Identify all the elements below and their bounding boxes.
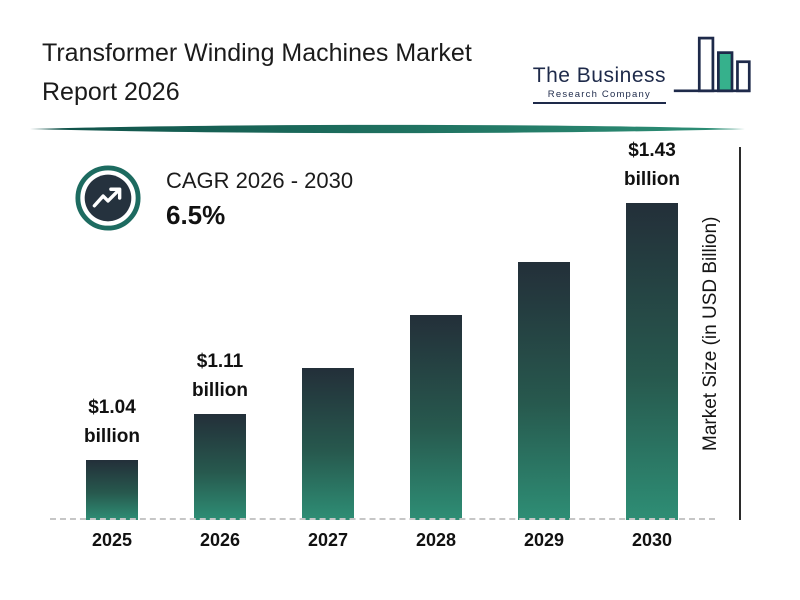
x-tick-2025: 2025 — [91, 530, 133, 550]
y-axis-line — [739, 147, 741, 520]
chart-baseline — [50, 518, 715, 520]
company-logo: The Business Research Company — [532, 34, 752, 104]
x-tick-2027: 2027 — [307, 530, 349, 550]
bar-column-2029 — [490, 136, 598, 520]
x-tick-2028: 2028 — [415, 530, 457, 550]
bar-2028 — [410, 315, 462, 520]
bar-2026 — [194, 414, 246, 520]
logo-subname: Research Company — [547, 89, 651, 100]
logo-bar-chart-icon — [673, 36, 751, 93]
divider-lens — [30, 124, 745, 134]
bar-chart: $1.04 billion $1.11 billion $1.43 billion — [58, 136, 706, 520]
x-axis-labels: 2025 2026 2027 2028 2029 2030 — [58, 530, 706, 551]
page-title: Transformer Winding Machines Market Repo… — [42, 34, 472, 112]
logo-wordmark: The Business Research Company — [532, 64, 666, 104]
title-line2: Report 2026 — [42, 78, 180, 106]
bar-2030 — [626, 203, 678, 520]
bar-2029 — [518, 262, 570, 520]
bar-value-label-2025: $1.04 billion — [84, 397, 140, 447]
bar-column-2026: $1.11 billion — [166, 136, 274, 520]
bar-column-2028 — [382, 136, 490, 520]
y-axis-title: Market Size (in USD Billion) — [700, 216, 721, 451]
bar-column-2030: $1.43 billion — [598, 136, 706, 520]
cagr-block: CAGR 2026 - 2030 6.5% — [74, 164, 353, 232]
x-tick-2026: 2026 — [199, 530, 241, 550]
bar-value-label-2026: $1.11 billion — [192, 351, 248, 401]
logo-name: The Business — [532, 64, 666, 87]
cagr-value: 6.5% — [166, 200, 226, 230]
x-tick-2030: 2030 — [631, 530, 673, 550]
bar-2027 — [302, 368, 354, 520]
bar-column-2025: $1.04 billion — [58, 136, 166, 520]
bar-value-label-2030: $1.43 billion — [624, 140, 680, 190]
x-tick-2029: 2029 — [523, 530, 565, 550]
bar-column-2027 — [274, 136, 382, 520]
bar-2025 — [86, 460, 138, 520]
cagr-label: CAGR 2026 - 2030 — [166, 168, 354, 193]
title-line1: Transformer Winding Machines Market — [42, 39, 472, 67]
growth-arrow-icon — [75, 165, 141, 231]
cagr-texts: CAGR 2026 - 2030 6.5% — [166, 164, 353, 231]
